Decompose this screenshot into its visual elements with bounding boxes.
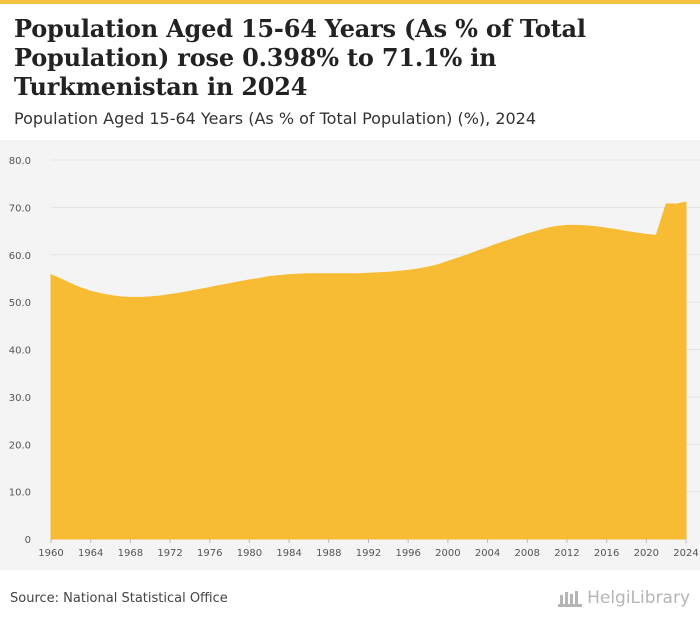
- x-tick-label: 1980: [237, 548, 262, 559]
- x-tick-label: 1972: [157, 548, 182, 559]
- y-tick-label: 70.0: [9, 203, 31, 214]
- y-tick-label: 0: [25, 535, 31, 546]
- x-tick-label: 2004: [475, 548, 500, 559]
- chart-title: Population Aged 15-64 Years (As % of Tot…: [14, 14, 586, 101]
- top-accent-bar: [0, 0, 700, 4]
- chart-area: 0 10.0 20.0 30.0 40.0 50.0 60.0 70.0 80.0 1960 19…: [0, 140, 700, 570]
- y-axis-ticks: 0 10.0 20.0 30.0 40.0 50.0 60.0 70.0 80.0: [9, 156, 31, 546]
- x-tick-label: 2024: [673, 548, 698, 559]
- x-tick-label: 2008: [515, 548, 540, 559]
- x-tick-label: 1984: [276, 548, 301, 559]
- chart-subtitle: Population Aged 15-64 Years (As % of Tot…: [14, 109, 537, 128]
- logo-text: HelgiLibrary: [587, 588, 690, 608]
- y-tick-label: 80.0: [9, 156, 31, 167]
- x-tick-label: 2020: [634, 548, 659, 559]
- area-chart: 010.020.030.040.050.060.070.080.0 1960 19…: [0, 140, 700, 570]
- x-tick-label: 1988: [316, 548, 341, 559]
- x-tick-label: 1996: [395, 548, 420, 559]
- source-note: Source: National Statistical Office: [10, 591, 228, 606]
- library-building-icon: [558, 591, 583, 607]
- y-tick-label: 60.0: [9, 251, 31, 262]
- y-tick-label: 30.0: [9, 393, 31, 404]
- series-area: [50, 201, 687, 540]
- x-tick-label: 1964: [78, 548, 103, 559]
- x-tick-label: 1992: [356, 548, 381, 559]
- x-tick-label: 1976: [197, 548, 222, 559]
- y-tick-label: 10.0: [9, 488, 31, 499]
- x-axis-ticks: 1960 1964 1968 1972 1976 1980 1984 1988 1992 1996…: [38, 539, 699, 559]
- y-tick-label: 20.0: [9, 440, 31, 451]
- x-tick-label: 1968: [118, 548, 143, 559]
- y-tick-label: 50.0: [9, 298, 31, 309]
- x-tick-label: 1960: [38, 548, 63, 559]
- y-tick-label: 40.0: [9, 346, 31, 357]
- series-layer: [50, 201, 687, 540]
- x-tick-label: 2012: [554, 548, 579, 559]
- x-tick-label: 2016: [594, 548, 619, 559]
- helgi-library-logo[interactable]: HelgiLibrary: [557, 588, 690, 608]
- x-tick-label: 2000: [435, 548, 460, 559]
